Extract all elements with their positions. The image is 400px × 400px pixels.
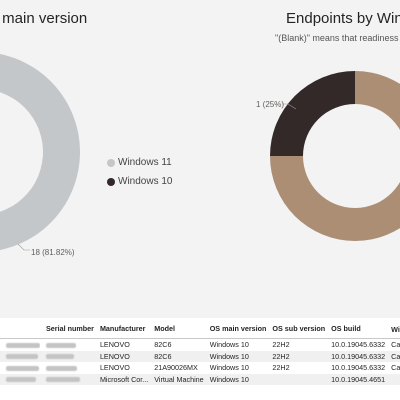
table-row[interactable]: LENOVO 82C6 Windows 10 22H2 10.0.19045.6… (0, 350, 400, 362)
cell-manufacturer: Microsoft Cor... (93, 373, 149, 385)
donut-slice-windows-11[interactable] (0, 52, 80, 252)
legend-marker (107, 177, 115, 186)
cell-os-build: 10.0.19045.4651 (325, 373, 386, 385)
chart-subtitle: "(Blank)" means that readiness is n (275, 33, 400, 43)
data-label-slice: 1 (25%) (256, 100, 285, 109)
redacted-serial-number (46, 377, 80, 383)
table-header-row: Serial number Manufacturer Model OS main… (0, 318, 400, 339)
column-header-model[interactable]: Model (148, 318, 204, 339)
cell-manufacturer: LENOVO (99, 363, 130, 373)
legend-label: Windows 10 (118, 176, 173, 187)
table-row[interactable]: LENOVO 21A90026MX Windows 10 22H2 10.0.1… (0, 362, 400, 374)
cell-windows-readiness: Capable (391, 363, 400, 373)
cell-os-sub-version (266, 373, 326, 385)
column-header-os-sub-version[interactable]: OS sub version (266, 318, 326, 339)
cell-windows-readiness: Capable (391, 340, 400, 350)
cell-windows-readiness: Capable (385, 350, 400, 362)
endpoints-by-windows-visual[interactable]: Endpoints by Window "(Blank)" means that… (230, 0, 400, 318)
os-main-version-donut[interactable] (0, 0, 210, 318)
column-header-host[interactable] (0, 318, 40, 339)
cell-os-build: 10.0.19045.6332 (331, 340, 386, 350)
column-header-os-build[interactable]: OS build (325, 318, 386, 339)
cell-model: 21A90026MX (154, 363, 198, 373)
table-row[interactable]: Microsoft Cor... Virtual Machine Windows… (0, 373, 400, 385)
redacted-hostname (6, 377, 36, 383)
cell-os-sub-version: 22H2 (266, 350, 326, 362)
redacted-hostname (6, 365, 39, 371)
column-header-windows[interactable]: ▼ Windows 1 (385, 318, 400, 339)
redacted-hostname (6, 342, 40, 348)
cell-model: Virtual Machine (148, 373, 204, 385)
column-header-manufacturer[interactable]: Manufacturer (93, 318, 149, 339)
data-label-windows-11: 18 (81.82%) (31, 248, 75, 257)
chart-legend: Windows 11 Windows 10 (107, 153, 172, 191)
chart-title: Endpoints by Window (286, 10, 400, 27)
cell-manufacturer: LENOVO (93, 350, 149, 362)
redacted-serial-number (46, 365, 77, 371)
cell-os-main-version: Windows 10 (209, 363, 249, 373)
os-main-version-visual[interactable]: S main version Windows 11 Windows 10 18 … (0, 0, 210, 318)
cell-os-main-version: Windows 10 (203, 373, 267, 385)
cell-os-main-version: Windows 10 (209, 340, 249, 350)
data-label-leader-line (282, 103, 297, 110)
legend-label: Windows 11 (118, 157, 172, 168)
cell-model: 82C6 (154, 340, 172, 350)
redacted-hostname (6, 354, 38, 360)
column-header-serial-number[interactable]: Serial number (40, 318, 94, 339)
legend-item-windows-11[interactable]: Windows 11 (107, 153, 172, 172)
redacted-serial-number (46, 342, 76, 348)
endpoints-donut[interactable] (230, 0, 400, 318)
cell-os-build: 10.0.19045.6332 (331, 363, 386, 373)
cell-os-sub-version: 22H2 (272, 363, 290, 373)
column-header-windows-label: Windows 1 (391, 325, 400, 334)
donut-slice-1[interactable] (270, 71, 355, 156)
cell-windows-readiness (385, 373, 400, 385)
donut-slice-2[interactable] (270, 71, 400, 241)
cell-os-main-version: Windows 10 (203, 350, 267, 362)
data-label-leader-line (17, 243, 30, 251)
cell-model: 82C6 (148, 350, 204, 362)
chart-title: S main version (0, 10, 88, 27)
column-header-os-main-version[interactable]: OS main version (203, 318, 267, 339)
table-row[interactable]: LENOVO 82C6 Windows 10 22H2 10.0.19045.6… (0, 339, 400, 351)
cell-os-build: 10.0.19045.6332 (325, 350, 386, 362)
cell-os-sub-version: 22H2 (272, 340, 290, 350)
cell-manufacturer: LENOVO (99, 340, 130, 350)
redacted-serial-number (46, 354, 74, 360)
legend-item-windows-10[interactable]: Windows 10 (107, 172, 172, 191)
legend-marker (107, 158, 115, 167)
endpoints-table[interactable]: Serial number Manufacturer Model OS main… (0, 318, 400, 400)
